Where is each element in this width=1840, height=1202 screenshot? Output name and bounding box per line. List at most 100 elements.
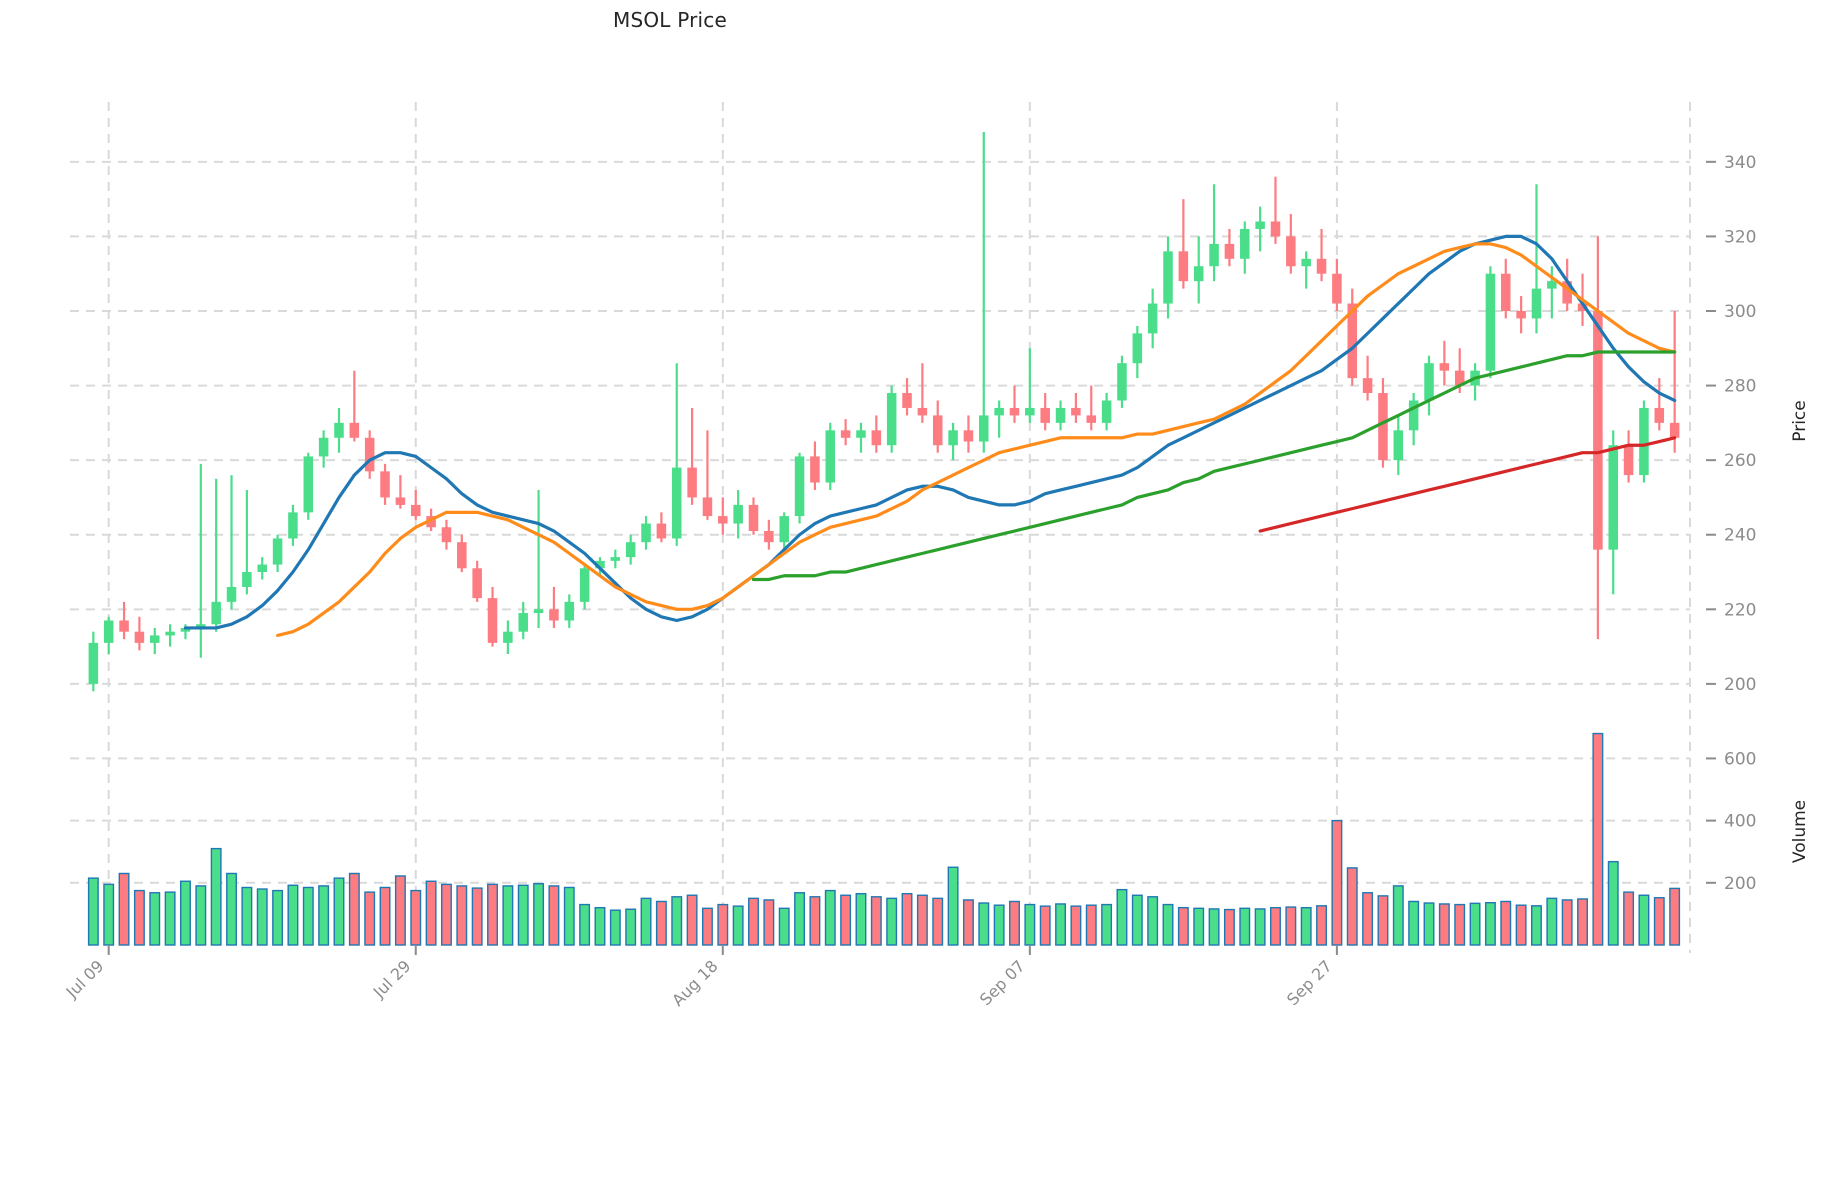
candlestick	[1270, 176, 1281, 244]
candlestick	[472, 560, 482, 602]
volume-bar	[1024, 903, 1036, 946]
candlestick	[1362, 355, 1373, 401]
price-tick-label: 280	[1724, 377, 1756, 397]
candlestick	[334, 407, 344, 453]
candlestick	[948, 422, 958, 461]
candlestick	[1593, 236, 1603, 640]
candlestick	[1193, 236, 1204, 304]
price-tick-label: 300	[1724, 302, 1756, 322]
volume-bar	[440, 883, 452, 946]
volume-bar	[563, 886, 575, 946]
candlestick	[134, 616, 145, 651]
candlestick	[1347, 288, 1358, 386]
volume-bar	[579, 903, 591, 946]
volume-bar	[1239, 907, 1251, 946]
candlestick	[1086, 385, 1097, 431]
candlestick	[1040, 393, 1050, 431]
volume-bar	[840, 894, 852, 946]
volume-bar	[517, 884, 529, 946]
candlestick	[641, 516, 651, 550]
ma-line-ma-mid	[275, 242, 1677, 638]
volume-bar	[1500, 900, 1512, 946]
volume-bar	[533, 883, 545, 946]
candlestick	[487, 586, 498, 647]
candlestick	[103, 616, 114, 655]
candlestick	[1623, 430, 1634, 483]
candlestick	[288, 504, 298, 546]
volume-bar	[1055, 903, 1067, 946]
volume-bar	[1193, 907, 1205, 946]
candlestick	[625, 534, 636, 565]
volume-bar	[287, 884, 299, 946]
volume-bar	[425, 880, 437, 946]
candlestick	[1316, 228, 1327, 282]
candlestick	[1439, 340, 1450, 386]
price-tick-label: 220	[1724, 600, 1756, 620]
volume-bar	[1438, 903, 1450, 946]
candlestick	[1485, 266, 1496, 379]
candlestick	[564, 594, 575, 628]
candlestick	[1654, 378, 1665, 431]
volume-bar	[364, 891, 376, 946]
price-tick-label: 320	[1724, 227, 1756, 247]
volume-bar	[1223, 908, 1235, 946]
candlestick	[1178, 199, 1189, 289]
volume-bar	[717, 903, 729, 946]
volume-bar	[1592, 732, 1604, 946]
volume-bar	[333, 877, 345, 946]
volume-bar	[1346, 867, 1358, 946]
volume-bar	[302, 886, 314, 946]
candlestick	[1424, 355, 1434, 416]
date-tick-label: Sep 07	[976, 956, 1029, 1009]
candlestick	[886, 385, 897, 453]
candlestick	[1209, 184, 1219, 282]
candlestick	[349, 370, 360, 442]
volume-bar	[1101, 903, 1113, 946]
candlestick	[979, 132, 989, 453]
candlestick	[1393, 415, 1404, 476]
candlestick	[364, 430, 375, 479]
volume-bar	[824, 889, 836, 946]
volume-bar	[164, 891, 176, 946]
candlestick	[779, 512, 789, 550]
candlestick	[579, 564, 590, 610]
volume-bar	[1362, 892, 1374, 946]
volume-axis-title: Volume	[1790, 800, 1810, 863]
volume-bar	[1316, 905, 1328, 946]
volume-tick-label: 600	[1724, 749, 1756, 769]
volume-bar	[1116, 888, 1128, 946]
volume-bar	[256, 888, 268, 946]
volume-bar	[1162, 903, 1174, 946]
candlestick	[810, 441, 820, 490]
volume-bar	[1669, 887, 1681, 946]
volume-bars	[87, 732, 1681, 946]
date-tick-label: Sep 27	[1283, 956, 1336, 1009]
volume-bar	[272, 889, 284, 946]
volume-bar	[348, 872, 360, 946]
volume-bar	[609, 909, 621, 946]
candlestick	[272, 534, 283, 573]
volume-bar	[748, 897, 759, 946]
price-tick-label: 240	[1724, 526, 1756, 546]
candlestick	[702, 430, 713, 520]
volume-bar	[1377, 895, 1389, 946]
candlestick	[825, 422, 836, 490]
candlestick	[1224, 228, 1235, 267]
volume-bar	[640, 897, 652, 946]
volume-bar	[901, 892, 913, 946]
candlestick	[871, 415, 882, 453]
volume-bar	[1653, 897, 1665, 946]
candlestick	[1669, 310, 1680, 453]
candlestick	[1101, 393, 1112, 431]
volume-bar	[594, 906, 606, 946]
volume-bar	[1469, 902, 1481, 946]
price-tick-label: 200	[1724, 675, 1756, 695]
volume-bar	[149, 892, 161, 946]
volume-bar	[993, 904, 1005, 946]
candlestick	[963, 415, 974, 453]
volume-bar	[394, 875, 406, 946]
candlestick	[441, 519, 452, 550]
volume-bar	[379, 886, 391, 946]
volume-bar	[671, 896, 683, 946]
